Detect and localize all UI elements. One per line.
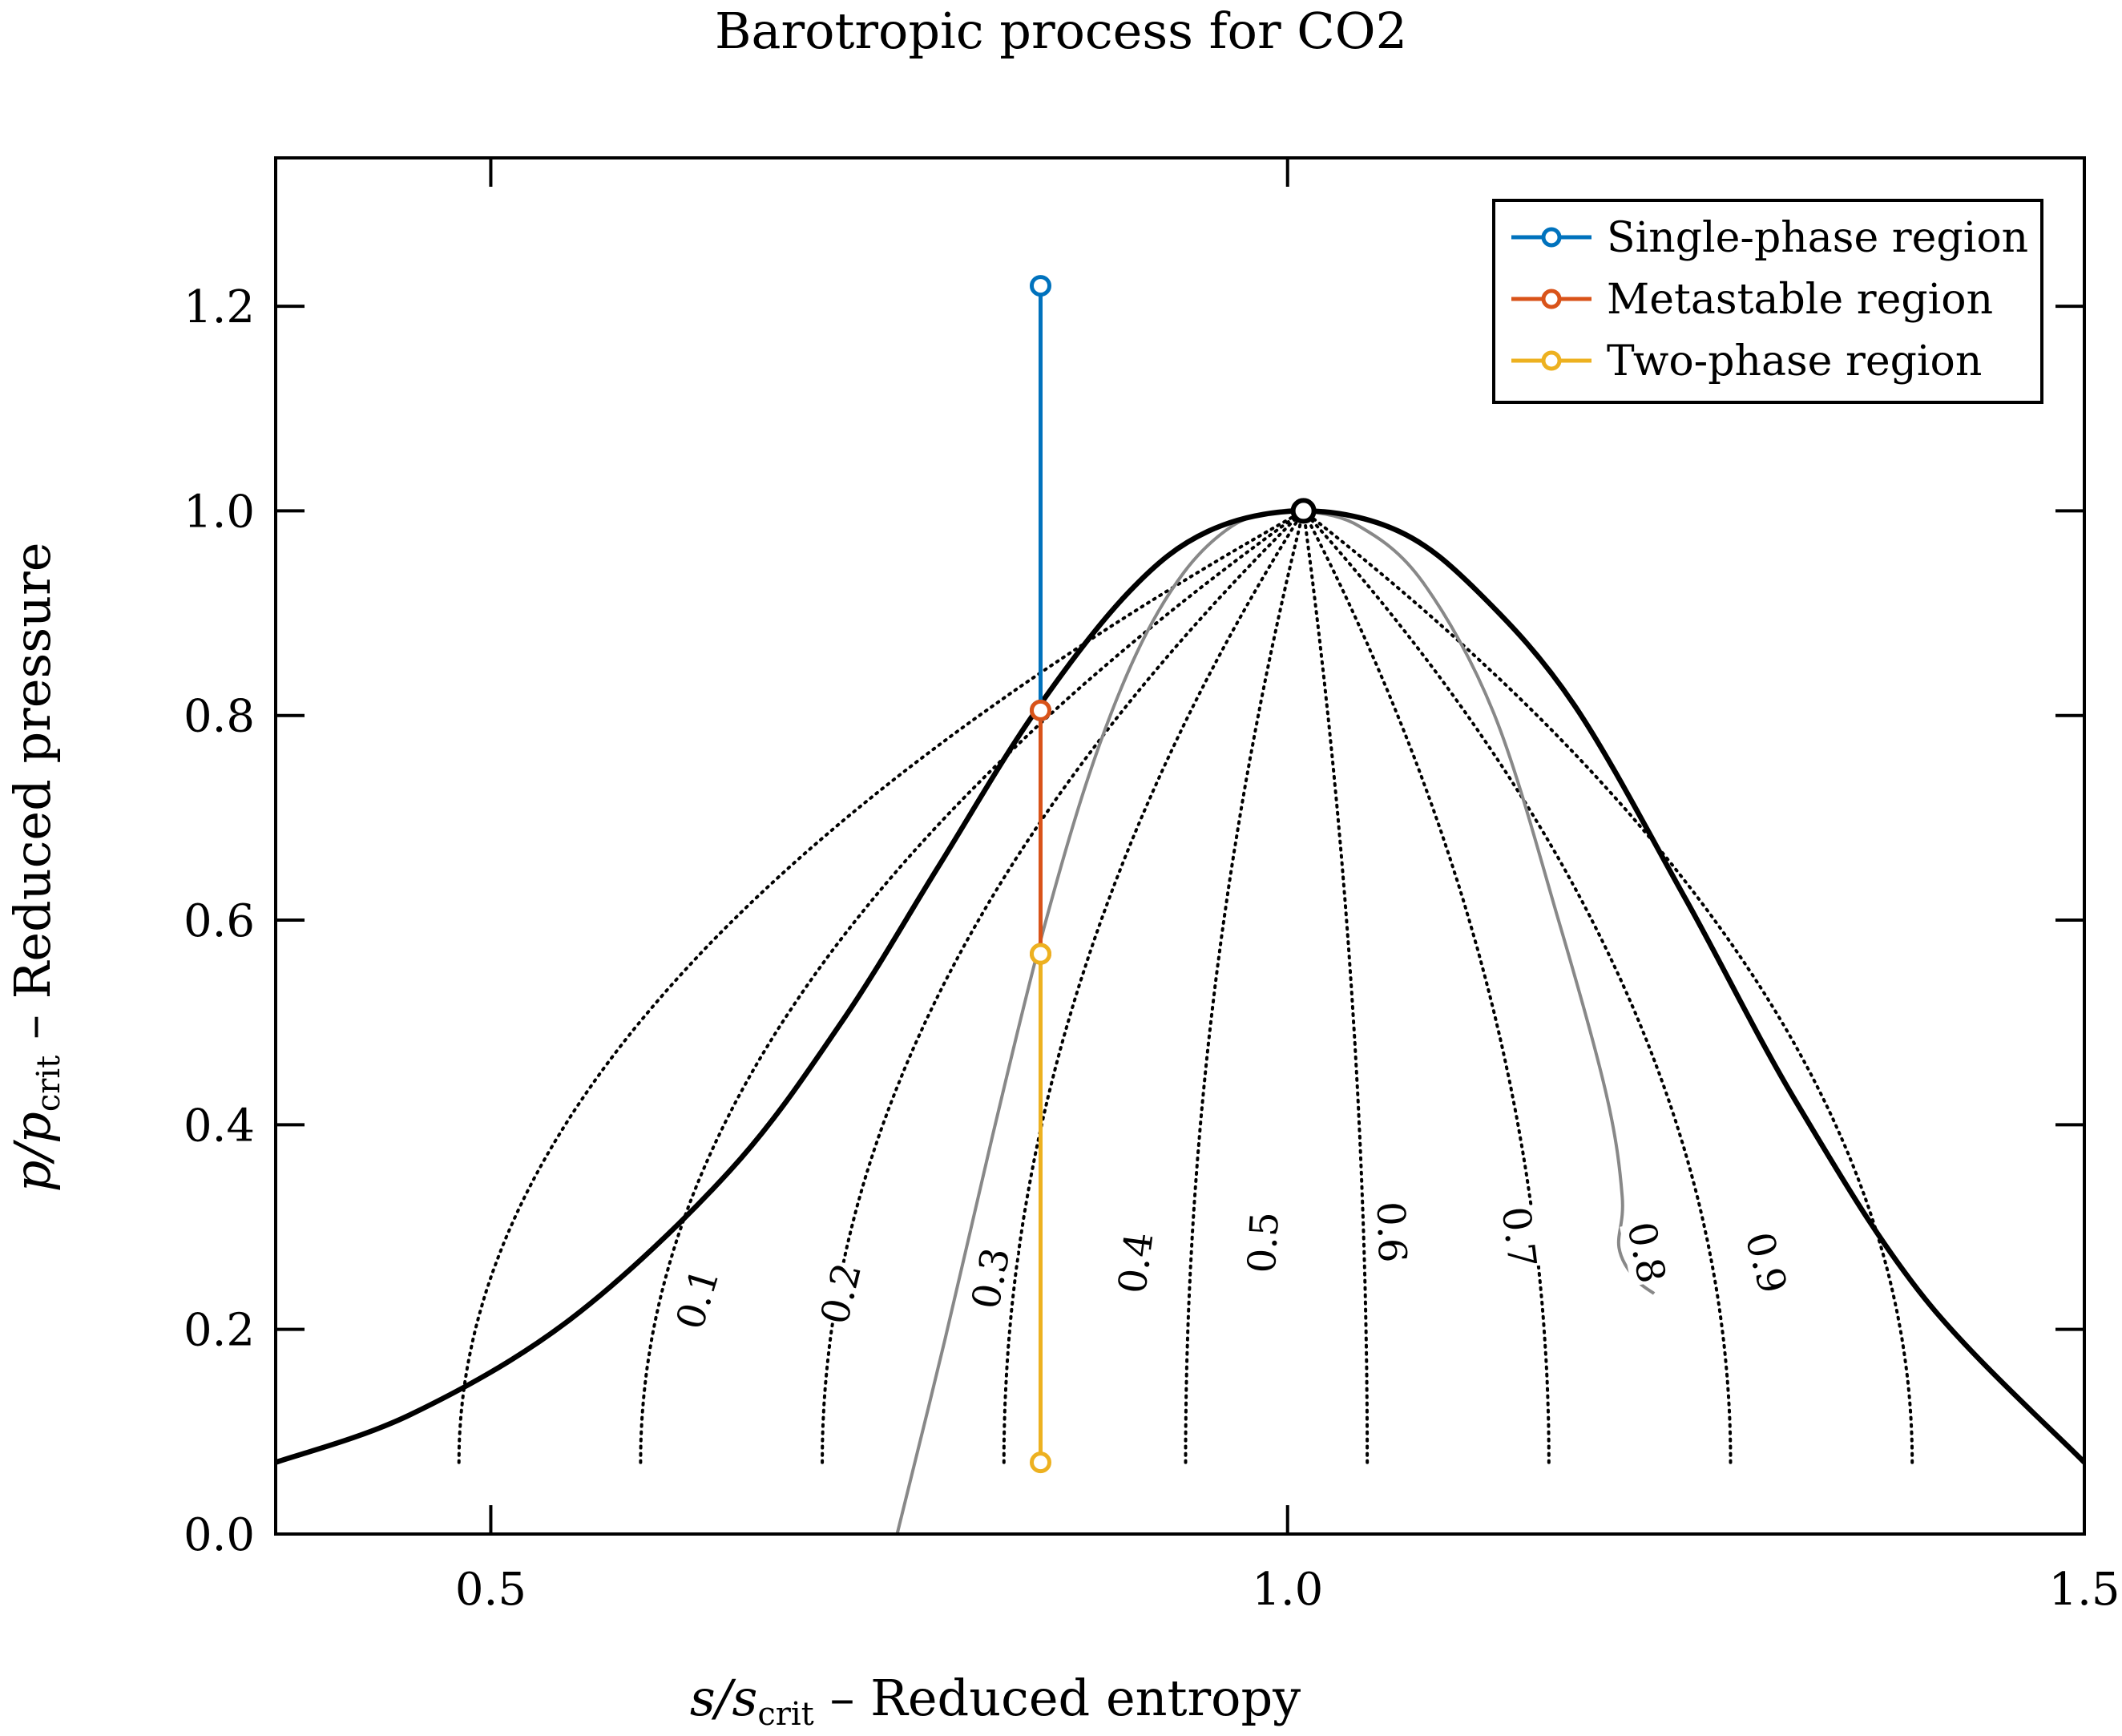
quality-label-bg-0.3 bbox=[965, 1244, 1018, 1313]
y-tick-label-5: 1.0 bbox=[184, 486, 255, 538]
quality-label-bg-0.7 bbox=[1494, 1204, 1543, 1270]
x-tick-label-1: 1.0 bbox=[1252, 1564, 1323, 1616]
y-tick-label-3: 0.6 bbox=[184, 895, 255, 947]
axes-frame bbox=[274, 156, 2086, 1536]
legend-label-single-phase: Single-phase region bbox=[1607, 214, 2028, 262]
quality-label-bg-0.2 bbox=[813, 1258, 869, 1329]
y-tick-label-6: 1.2 bbox=[184, 281, 255, 333]
quality-line-0.9 bbox=[1301, 509, 1914, 1464]
quality-label-0.4: 0.4 bbox=[1110, 1229, 1162, 1296]
series-marker-0-0 bbox=[1030, 275, 1052, 297]
quality-line-0.1 bbox=[457, 509, 1305, 1464]
plot-content bbox=[276, 508, 2084, 1534]
quality-label-bg-0.6 bbox=[1369, 1201, 1414, 1264]
quality-line-0.4 bbox=[1002, 509, 1305, 1464]
quality-label-0.3: 0.3 bbox=[963, 1244, 1019, 1313]
legend: Single-phase region Metastable region Tw… bbox=[1492, 199, 2043, 404]
legend-entry-single-phase: Single-phase region bbox=[1511, 214, 2028, 262]
quality-line-0.7 bbox=[1301, 509, 1551, 1464]
legend-label-two-phase: Two-phase region bbox=[1607, 337, 1982, 386]
quality-line-0.3 bbox=[821, 509, 1305, 1464]
quality-label-0.2: 0.2 bbox=[813, 1258, 871, 1329]
quality-label-bg-0.9 bbox=[1737, 1228, 1794, 1298]
legend-label-metastable: Metastable region bbox=[1607, 276, 1993, 324]
x-tick-label-2: 1.5 bbox=[2048, 1564, 2120, 1616]
quality-label-bg-0.5 bbox=[1241, 1210, 1287, 1274]
chart-title: Barotropic process for CO2 bbox=[715, 2, 1407, 60]
legend-box bbox=[1492, 199, 2043, 404]
quality-line-0.2 bbox=[639, 509, 1305, 1464]
quality-label-0.1: 0.1 bbox=[668, 1263, 728, 1334]
quality-label-0.7: 0.7 bbox=[1493, 1205, 1545, 1271]
series-marker-1-0 bbox=[1030, 699, 1052, 721]
quality-label-bg-0.1 bbox=[669, 1263, 727, 1334]
series-marker-2-0 bbox=[1030, 943, 1052, 965]
quality-label-bg-0.4 bbox=[1111, 1229, 1161, 1296]
legend-marker-metastable bbox=[1541, 289, 1562, 309]
x-axis-label: s/scrit – Reduced entropy bbox=[690, 1669, 1301, 1733]
quality-label-0.5: 0.5 bbox=[1240, 1210, 1288, 1274]
quality-line-0.8 bbox=[1301, 509, 1733, 1464]
legend-entry-two-phase: Two-phase region bbox=[1511, 337, 1982, 386]
legend-marker-two-phase bbox=[1541, 350, 1562, 371]
quality-line-0.6 bbox=[1301, 509, 1370, 1464]
x-tick-label-0: 0.5 bbox=[455, 1564, 526, 1616]
y-tick-label-0: 0.0 bbox=[184, 1509, 255, 1561]
legend-entry-metastable: Metastable region bbox=[1511, 276, 1993, 324]
y-tick-label-1: 0.2 bbox=[184, 1305, 255, 1357]
quality-line-0.5 bbox=[1184, 509, 1305, 1464]
saturation-dome-curve bbox=[276, 508, 2084, 1465]
legend-marker-single-phase bbox=[1541, 227, 1562, 248]
y-tick-label-4: 0.8 bbox=[184, 691, 255, 743]
critical-point-marker bbox=[1290, 498, 1317, 524]
quality-label-bg-0.8 bbox=[1620, 1218, 1672, 1287]
plot-area: 0.1 0.2 0.3 0.4 0.5 0.6 0.7 0.8 0.9 bbox=[276, 275, 2084, 1534]
y-axis-label: p/pcrit – Reduced pressure bbox=[3, 543, 67, 1193]
series-marker-2-1 bbox=[1030, 1451, 1052, 1474]
axes: 0.5 1.0 1.5 0.0 0.2 0.4 0.6 0.8 1.0 1.2 bbox=[184, 156, 2120, 1616]
quality-label-0.6: 0.6 bbox=[1368, 1201, 1415, 1263]
quality-label-0.8: 0.8 bbox=[1618, 1218, 1674, 1287]
quality-label-0.9: 0.9 bbox=[1736, 1228, 1795, 1298]
y-tick-label-2: 0.4 bbox=[184, 1100, 255, 1152]
